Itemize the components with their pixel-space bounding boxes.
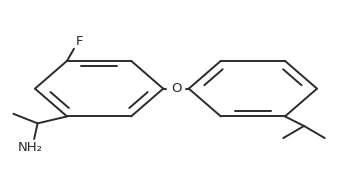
Text: F: F (76, 35, 83, 48)
Text: NH₂: NH₂ (18, 141, 43, 154)
Text: O: O (171, 82, 181, 95)
